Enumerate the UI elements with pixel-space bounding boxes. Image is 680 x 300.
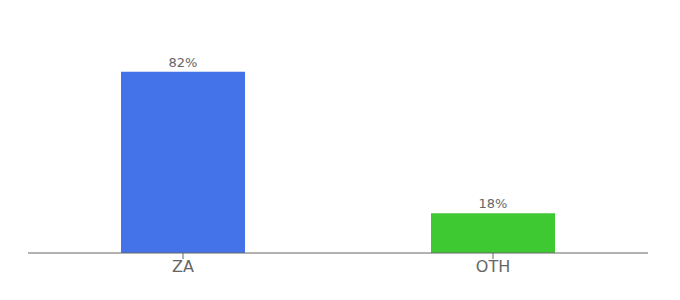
svg-text:ZA: ZA [172, 257, 194, 276]
svg-text:18%: 18% [479, 196, 508, 211]
svg-text:OTH: OTH [476, 257, 510, 276]
svg-text:82%: 82% [169, 55, 198, 70]
